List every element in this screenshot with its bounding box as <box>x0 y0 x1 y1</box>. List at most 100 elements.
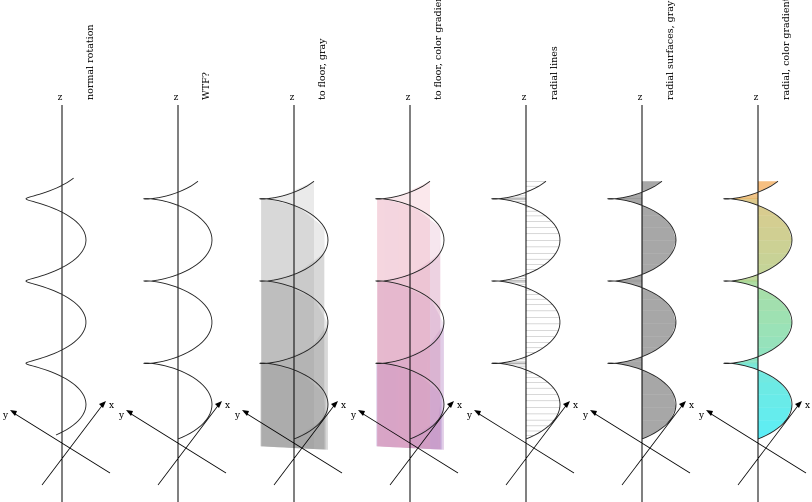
floor-wall-strip <box>283 284 315 449</box>
z-axis-label: z <box>522 93 527 103</box>
radial-surface-strip <box>758 382 790 395</box>
y-arrowhead <box>474 410 481 416</box>
floor-wall-strip <box>301 373 326 450</box>
z-axis-label: z <box>174 93 179 103</box>
z-axis-label: z <box>406 93 411 103</box>
radial-surface-strip <box>758 347 776 357</box>
y-axis <box>127 411 227 474</box>
radial-surface-strip <box>642 373 665 383</box>
x-axis <box>737 402 801 486</box>
helix-curve <box>25 177 87 436</box>
x-arrowhead <box>447 401 454 408</box>
radial-surface-strip <box>758 227 792 241</box>
axes: z x y <box>2 93 114 502</box>
y-axis <box>11 411 111 474</box>
x-axis-label: x <box>689 401 694 411</box>
x-arrowhead <box>563 401 570 408</box>
x-axis-label: x <box>457 401 462 411</box>
floor-wall-strip <box>413 253 440 450</box>
floor-wall-strip <box>323 227 325 450</box>
x-arrowhead <box>679 401 686 408</box>
radial-surface-strip <box>614 361 642 364</box>
radial-surface-strip <box>758 215 789 228</box>
y-arrowhead <box>10 410 17 416</box>
helix-curve <box>722 180 793 440</box>
x-axis <box>273 402 337 486</box>
radial-surface-strip <box>642 181 662 191</box>
radial-surface-strip <box>642 299 673 311</box>
y-axis-label: y <box>350 411 357 421</box>
radial-surface-strip <box>758 264 777 274</box>
radial-surface-strip <box>642 215 673 228</box>
radial-surface-strip <box>758 181 778 191</box>
axes: z x y <box>350 93 462 502</box>
radial-surface-strip <box>642 240 676 254</box>
y-axis-label: y <box>698 411 705 421</box>
panel-2: z x y WTF? <box>118 72 230 502</box>
radial-surface-strip <box>758 336 787 348</box>
floor-wall-strip <box>377 199 385 447</box>
radial-surface-strip <box>758 394 792 408</box>
z-axis-label: z <box>290 93 295 103</box>
panel-7: z x y radial, color gradient <box>698 0 810 502</box>
helix-curve <box>142 180 213 440</box>
y-axis <box>475 411 575 474</box>
x-axis-label: x <box>225 401 230 411</box>
floor-wall-strip <box>298 207 325 450</box>
axes: z x y <box>466 93 578 502</box>
radial-surface-strip <box>642 323 676 337</box>
x-axis <box>157 402 221 486</box>
panel-title: radial lines <box>549 46 560 100</box>
floor-wall-strip <box>260 363 271 447</box>
y-axis <box>243 411 343 474</box>
y-arrowhead <box>242 410 249 416</box>
floor-wall-strip <box>314 299 328 450</box>
floor-wall-strip <box>395 347 428 449</box>
helix-curve <box>374 180 445 440</box>
floor-wall-strip <box>414 207 441 450</box>
floor-wall-strip <box>322 394 326 450</box>
radial-surface-strip <box>642 420 671 431</box>
floor-wall-strip <box>377 195 399 448</box>
floor-fill-group <box>376 181 444 450</box>
radial-surface-strip <box>642 264 661 274</box>
x-arrowhead <box>795 401 802 408</box>
floor-wall-strip <box>268 199 299 449</box>
floor-wall-strip <box>398 181 430 450</box>
floor-wall-strip <box>384 199 415 449</box>
y-axis-label: y <box>582 411 589 421</box>
panel-title: WTF? <box>201 72 212 100</box>
panel-5: z x y radial lines <box>466 46 578 502</box>
radial-surface-strip <box>758 420 787 431</box>
y-arrowhead <box>358 410 365 416</box>
helix-curve <box>258 180 329 440</box>
y-axis <box>591 411 691 474</box>
radial-surface-strip <box>642 227 676 241</box>
panel-title: radial surfaces, gray <box>665 0 676 100</box>
y-axis-label: y <box>466 411 473 421</box>
radial-fill-group <box>608 181 676 439</box>
axes: z x y <box>698 93 810 502</box>
panel-1: z x y normal rotation <box>2 24 114 502</box>
floor-fill-group <box>260 181 328 450</box>
radial-fill-group <box>724 181 792 439</box>
x-arrowhead <box>215 401 222 408</box>
y-axis <box>707 411 807 474</box>
z-axis-label: z <box>58 93 63 103</box>
floor-wall-strip <box>282 181 314 450</box>
panel-title: radial, color gradient <box>781 0 792 100</box>
floor-wall-strip <box>430 299 444 450</box>
floor-wall-strip <box>279 347 312 449</box>
x-axis-label: x <box>341 401 346 411</box>
radial-surface-strip <box>758 407 792 421</box>
x-axis-label: x <box>805 401 810 411</box>
y-axis-label: y <box>234 411 241 421</box>
radial-surface-strip <box>642 394 676 408</box>
radial-surface-strip <box>758 299 789 311</box>
x-axis <box>41 402 105 486</box>
y-axis-label: y <box>2 411 9 421</box>
floor-wall-strip <box>376 361 396 448</box>
radial-lines-group <box>492 181 560 436</box>
radial-surface-strip <box>642 382 674 395</box>
